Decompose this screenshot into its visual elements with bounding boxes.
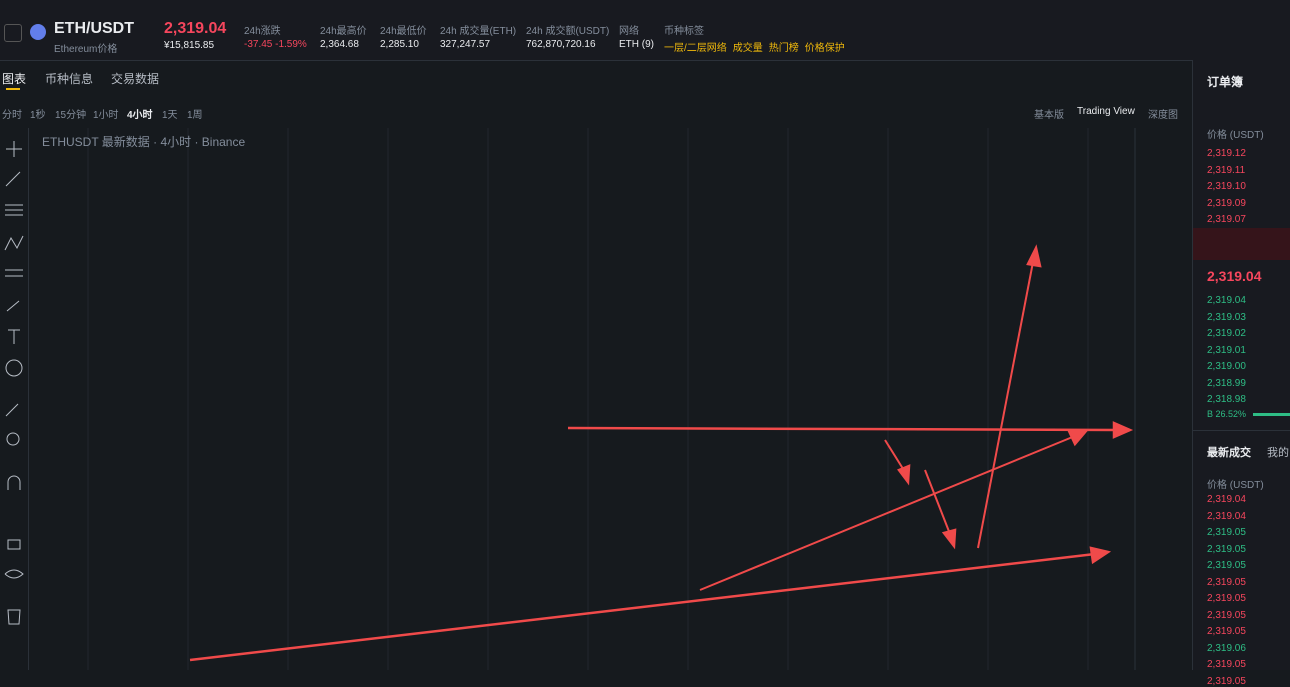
trade-price: 2,319.06 [1207,642,1246,654]
stat-value: -37.45 -1.59% [244,39,307,50]
ask-price: 2,319.10 [1207,181,1246,192]
tags: 一层/二层网络 成交量 热门榜 价格保护 [664,39,851,54]
tab[interactable]: 币种信息 [45,72,94,86]
tab[interactable]: 交易数据 [111,72,160,86]
divider [1193,430,1290,431]
favorite[interactable] [4,24,22,42]
ratio-bar [1253,413,1290,416]
trade-tab[interactable]: 最新成交 [1207,447,1251,459]
stat-value: 2,285.10 [380,39,419,50]
trade-price: 2,319.05 [1207,527,1246,538]
trade-price: 2,319.05 [1207,609,1246,621]
interval[interactable]: 1天 [162,110,178,121]
emoji-tool[interactable] [5,359,23,377]
crosshair-tool[interactable] [6,141,22,157]
bid-price: 2,318.98 [1207,394,1246,405]
drawing-toolbar [0,128,29,670]
interval[interactable]: 1秒 [30,110,46,121]
trade-price: 2,319.04 [1207,510,1246,522]
stat-label: 24h涨跌 [244,26,281,37]
tag[interactable]: 热门榜 [768,43,799,54]
stat-value: 762,870,720.16 [526,39,596,50]
stat-label: 24h 成交量(ETH) [440,26,517,37]
eye-tool[interactable] [4,569,24,579]
chart-legend: ETHUSDT 最新数据 · 4小时 · Binance [42,134,245,149]
trade-price: 2,319.05 [1207,543,1246,555]
interval[interactable]: 1周 [187,110,203,121]
trade-price: 2,319.05 [1207,560,1246,571]
side-panel: 订单簿 价格 (USDT) 2,319.12 2,319.11 2,319.10 2,… [1192,60,1290,687]
view[interactable]: Trading View [1077,106,1135,117]
view[interactable]: 基本版 [1034,110,1064,121]
fib-tool[interactable] [5,204,23,216]
orderbook-title: 订单簿 [1207,75,1244,89]
v-grid [87,128,1089,670]
tool-icons [4,141,24,625]
bid-price: 2,319.02 [1207,328,1246,339]
tab[interactable]: 图表 [2,72,27,86]
ask-price: 2,319.11 [1207,164,1246,176]
tag[interactable]: 价格保护 [804,43,845,54]
eth-icon [30,24,46,40]
price-chart: ETHUSDT 最新数据 · 4小时 · Binance [42,128,1136,670]
bid-price: 2,319.00 [1207,361,1246,372]
trade-price: 2,319.05 [1207,659,1246,670]
interval[interactable]: 分时 [2,110,22,121]
annotations [189,244,1134,662]
measure-tool[interactable] [5,269,23,277]
trash-tool[interactable] [7,609,21,625]
cny: ¥15,815.85 [164,40,215,51]
price: 2,319.04 [164,20,227,37]
ruler-tool[interactable] [5,403,19,417]
tag[interactable]: 成交量 [732,43,763,54]
view[interactable]: 深度图 [1148,110,1178,121]
trade-price: 2,319.05 [1207,593,1246,604]
ask-price: 2,319.09 [1207,197,1246,209]
lock-tool[interactable] [7,539,21,550]
orderbook-header: 价格 (USDT) [1207,130,1264,141]
trade-price: 2,319.05 [1207,675,1246,687]
stat-label: 网络 [619,26,639,37]
trade-price: 2,319.05 [1207,626,1246,637]
ask-price: 2,319.12 [1207,148,1246,159]
stat-label: 24h最高价 [320,26,367,37]
magnet-tool[interactable] [7,475,21,490]
stat-label: 24h最低价 [380,26,427,37]
zoom-tool[interactable] [6,432,20,446]
bid-price: 2,319.03 [1207,311,1246,323]
bid-price: 2,318.99 [1207,377,1246,389]
stat-value: 2,364.68 [320,39,359,50]
trade-price: 2,319.04 [1207,494,1246,505]
bid-price: 2,319.01 [1207,344,1246,356]
ask-bg [1193,228,1290,260]
pair[interactable]: ETH/USDT [54,20,134,37]
trades-header: 价格 (USDT) [1207,480,1264,491]
pattern-tool[interactable] [4,235,24,251]
ask-price: 2,319.07 [1207,214,1246,225]
interval[interactable]: 4小时 [127,110,153,121]
tags-label: 币种标签 [664,26,704,37]
stat-value: ETH (9) [619,39,654,50]
trade-tab[interactable]: 我的 [1267,447,1289,459]
tab-underline [6,88,20,90]
stat-label: 24h 成交额(USDT) [526,26,610,37]
tag[interactable]: 一层/二层网络 [664,43,727,54]
ratio-value: 26.52% [1215,409,1247,419]
header: ETH/USDT Ethereum价格 2,319.04 ¥15,815.85 … [0,0,1290,61]
line-tool[interactable] [5,171,21,187]
interval[interactable]: 15分钟 [55,110,87,121]
interval[interactable]: 1小时 [93,110,119,121]
ratio: B 26.52% [1207,409,1246,419]
text-tool[interactable] [8,329,20,344]
coin-name: Ethereum价格 [54,44,118,55]
trade-price: 2,319.05 [1207,576,1246,588]
brush-tool[interactable] [6,300,20,312]
ratio-label: B [1207,409,1214,419]
stat-value: 327,247.57 [440,39,491,50]
orderbook-mid: 2,319.04 [1207,268,1262,284]
bid-price: 2,319.04 [1207,295,1246,306]
